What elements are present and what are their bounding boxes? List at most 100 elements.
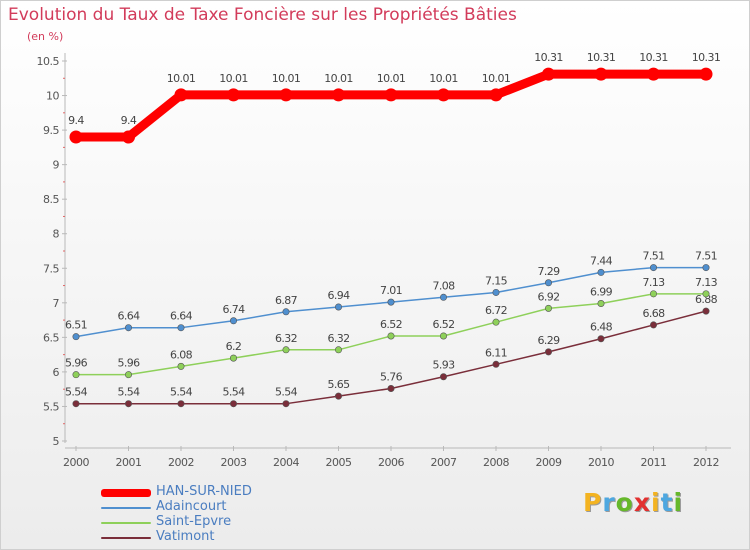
data-point (702, 264, 710, 272)
data-point (72, 333, 80, 341)
x-tick-label: 2000 (63, 456, 89, 469)
data-point (649, 290, 657, 298)
data-point (279, 88, 293, 102)
x-tick-label: 2001 (116, 456, 142, 469)
data-label: 7.44 (590, 254, 613, 267)
data-label: 5.54 (65, 386, 88, 399)
y-tick-label: 10.5 (37, 55, 60, 68)
legend-swatch (101, 489, 151, 497)
data-label: 10.01 (219, 72, 248, 85)
data-point (72, 400, 80, 408)
series-saint-epvre: 5.96 5.96 6.08 6.2 6.32 6.32 6.52 6.52 6.72 6.92 6… (65, 276, 718, 379)
data-point (282, 346, 290, 354)
data-point (230, 317, 238, 325)
data-point (384, 88, 398, 102)
data-point (597, 335, 605, 343)
data-label: 7.51 (642, 250, 664, 263)
y-tick-label: 9 (53, 159, 60, 172)
data-label: 7.13 (642, 276, 665, 289)
x-tick-label: 2005 (326, 456, 352, 469)
data-point (597, 300, 605, 308)
data-label: 6.94 (327, 289, 350, 302)
data-label: 10.31 (587, 51, 616, 64)
data-point (177, 362, 185, 370)
data-label: 6.64 (117, 310, 140, 323)
data-point (282, 308, 290, 316)
data-label: 10.31 (692, 51, 721, 64)
logo-letter: o (615, 488, 634, 517)
data-label: 5.54 (275, 386, 298, 399)
data-point (492, 360, 500, 368)
y-tick-label: 8 (53, 228, 60, 241)
data-point (647, 67, 660, 81)
data-point (334, 346, 342, 354)
data-point (230, 354, 238, 362)
y-tick-label: 5 (53, 435, 60, 448)
data-point (72, 371, 80, 379)
y-tick-label: 5.5 (43, 400, 59, 413)
data-label: 6.72 (485, 304, 507, 317)
data-label: 5.93 (432, 359, 455, 372)
data-label: 6.32 (275, 332, 297, 345)
data-point (649, 264, 657, 272)
data-label: 6.48 (590, 321, 613, 334)
x-tick-label: 2007 (431, 456, 457, 469)
data-point (69, 130, 83, 144)
data-label: 10.31 (534, 51, 563, 64)
data-point (177, 324, 185, 332)
data-label: 6.29 (537, 334, 560, 347)
data-point (334, 392, 342, 400)
x-tick-label: 2009 (536, 456, 562, 469)
data-label: 10.01 (377, 72, 406, 85)
x-tick-label: 2004 (273, 456, 299, 469)
logo-letter: P (583, 488, 603, 517)
data-label: 6.92 (537, 290, 559, 303)
logo-letter: r (602, 488, 616, 517)
data-point (544, 348, 552, 356)
data-label: 9.4 (121, 114, 137, 127)
data-label: 7.01 (380, 284, 402, 297)
data-point (230, 400, 238, 408)
y-tick-label: 6 (53, 366, 60, 379)
data-point (439, 373, 447, 381)
data-label: 7.08 (432, 279, 455, 292)
data-point (597, 268, 605, 276)
data-label: 7.15 (485, 274, 508, 287)
logo-letter: i (673, 488, 684, 517)
data-point (492, 288, 500, 296)
data-point (332, 88, 345, 102)
data-label: 6.68 (642, 307, 665, 320)
data-label: 6.52 (432, 318, 454, 331)
data-label: 6.52 (380, 318, 402, 331)
series-vatimont: 5.54 5.54 5.54 5.54 5.54 5.65 5.76 5.93 6.11 6.29… (65, 293, 718, 408)
data-point (702, 307, 710, 315)
data-point (125, 324, 133, 332)
data-point (387, 298, 395, 306)
x-tick-label: 2010 (588, 456, 614, 469)
y-tick-label: 6.5 (43, 331, 59, 344)
data-label: 10.01 (167, 72, 196, 85)
logo-letter: i (651, 488, 661, 517)
data-point (282, 400, 290, 408)
data-label: 6.74 (222, 303, 245, 316)
logo-letter: t (660, 488, 674, 517)
data-point (649, 321, 657, 329)
y-axis-unit: (en %) (27, 30, 64, 43)
data-point (437, 88, 450, 102)
data-label: 10.01 (324, 72, 353, 85)
data-point (227, 88, 240, 102)
data-label: 9.4 (68, 114, 84, 127)
data-label: 6.51 (65, 319, 87, 332)
data-point (122, 130, 135, 144)
data-label: 10.01 (272, 72, 301, 85)
data-point (439, 332, 447, 340)
data-point (702, 290, 710, 298)
data-point (489, 88, 503, 102)
legend-label: Adaincourt (156, 499, 227, 514)
data-label: 6.2 (226, 340, 242, 353)
legend-swatch (101, 522, 151, 524)
data-point (492, 318, 500, 326)
legend-swatch (101, 507, 151, 509)
legend-swatch (101, 537, 151, 539)
